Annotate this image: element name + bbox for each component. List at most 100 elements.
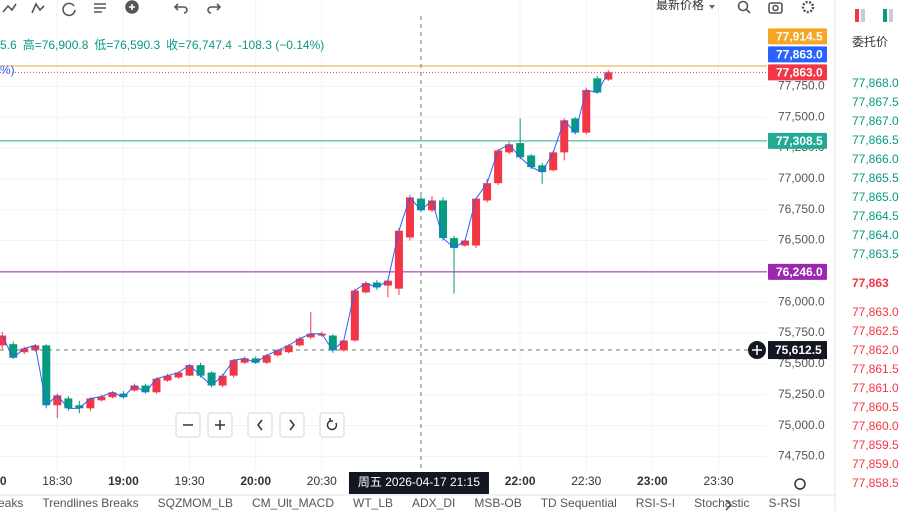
bid-price: 77,861.5	[852, 362, 899, 376]
candle-body	[560, 120, 569, 153]
y-tick-label: 77,000.0	[778, 171, 825, 185]
x-tick-label: 18:30	[42, 474, 72, 488]
candle-body	[218, 375, 227, 386]
icon-search[interactable]	[737, 0, 749, 12]
book-icon-red[interactable]	[855, 9, 859, 22]
candle-body	[439, 200, 448, 239]
bid-price: 77,863.0	[852, 305, 899, 319]
candle-body	[405, 197, 414, 238]
candle-body	[571, 118, 580, 133]
x-tick-label: 23:00	[637, 474, 668, 488]
candle-body	[494, 150, 503, 184]
indicator-tab[interactable]: SQZMOM_LB	[158, 496, 233, 510]
ask-price: 77,864.0	[852, 228, 899, 242]
candle-body	[317, 333, 326, 336]
candle-body	[75, 405, 84, 409]
candle-body	[97, 396, 106, 401]
y-tick-label: 76,500.0	[778, 233, 825, 247]
y-tick-label: 77,750.0	[778, 79, 825, 93]
scroll-left[interactable]	[247, 412, 273, 438]
ask-price: 77,867.5	[852, 95, 899, 109]
candle-body	[152, 378, 161, 393]
candle-body	[119, 393, 128, 398]
candle-body	[416, 198, 425, 211]
indicator-tab[interactable]: RSI-S-I	[636, 496, 675, 510]
book-icon-green[interactable]	[883, 9, 887, 22]
candle-body	[273, 350, 282, 356]
candle-body	[582, 90, 591, 133]
last-price: 77,863	[852, 276, 889, 290]
ohlc-header: 5.6 高=76,900.8 低=76,590.3 收=76,747.4 -108.3 …	[0, 37, 324, 52]
crosshair-add-plus	[752, 345, 762, 356]
axis-settings[interactable]	[794, 478, 806, 490]
icon-replay[interactable]	[62, 2, 76, 17]
price-tag	[768, 46, 827, 63]
ask-price: 77,865.5	[852, 171, 899, 185]
indicator-tab[interactable]: MSB-OB	[474, 496, 521, 510]
candle-body	[361, 283, 370, 293]
icon-undo[interactable]	[173, 3, 188, 14]
toolbar	[2, 0, 815, 17]
icon-camera-lens	[772, 4, 779, 12]
candle-body	[306, 333, 315, 338]
indicator-tab[interactable]: Stochastic	[694, 496, 749, 510]
bid-price: 77,860.0	[852, 419, 899, 433]
book-icon-gray[interactable]	[861, 9, 865, 22]
indicator-tab[interactable]: ADX_DI	[412, 496, 455, 510]
plot	[0, 0, 767, 470]
x-tick-label: 19:00	[108, 474, 139, 488]
indicator-tab[interactable]: WT_LB	[353, 496, 393, 510]
candle-body	[383, 280, 392, 286]
reset-chart[interactable]	[319, 412, 345, 438]
icon-search-handle	[745, 8, 751, 14]
candle-body	[483, 183, 492, 201]
ohlc-item: 高=76,900.8	[23, 37, 89, 52]
price-tag-label: 76,246.0	[776, 265, 823, 279]
candle-body	[350, 290, 359, 341]
indicator-tab[interactable]: eaks	[0, 496, 23, 510]
bid-price: 77,858.5	[852, 476, 899, 490]
candle-body	[262, 355, 271, 363]
icon-settings[interactable]	[801, 0, 815, 14]
price-tag-label: 77,863.0	[776, 66, 823, 80]
crosshair-time-label: 周五 2026-04-17 21:15	[358, 475, 480, 489]
dropdown-arrow[interactable]	[709, 5, 715, 9]
scroll-right[interactable]	[279, 412, 305, 438]
icon-compare[interactable]	[31, 2, 45, 14]
ask-price: 77,868.0	[852, 76, 899, 90]
icon-camera[interactable]	[768, 2, 783, 14]
tabs-more[interactable]	[725, 499, 733, 511]
price-tag	[768, 64, 827, 81]
icon-indicator[interactable]	[2, 3, 17, 13]
bid-price: 77,862.0	[852, 343, 899, 357]
ohlc-item: 5.6	[0, 38, 17, 52]
bid-price: 77,861.0	[852, 381, 899, 395]
indicator-tab[interactable]: TD Sequential	[541, 496, 617, 510]
book-icon-gray2[interactable]	[889, 9, 893, 22]
icon-template[interactable]	[94, 3, 106, 13]
ask-price: 77,867.0	[852, 114, 899, 128]
candle-body	[593, 78, 602, 93]
x-tick-label: 18:00	[0, 474, 7, 488]
y-tick-label: 77,500.0	[778, 109, 825, 123]
y-tick-label: 74,750.0	[778, 449, 825, 463]
candle-body	[86, 398, 95, 409]
candle-body	[538, 165, 547, 173]
crosshair-price-tag	[768, 341, 827, 360]
indicator-tab[interactable]: S-RSI	[768, 496, 800, 510]
price-mode[interactable]: 最新价格	[656, 0, 704, 12]
candle-body	[284, 345, 293, 353]
indicator-tab[interactable]: Trendlines Breaks	[42, 496, 138, 510]
candle-body	[505, 144, 514, 153]
x-tick-label: 22:00	[505, 474, 536, 488]
candle-body	[130, 385, 139, 391]
icon-redo[interactable]	[207, 3, 222, 14]
y-tick-label: 75,000.0	[778, 418, 825, 432]
candle-body	[604, 72, 613, 80]
indicator-tab[interactable]: CM_Ult_MACD	[252, 496, 334, 510]
ohlc-item: -108.3 (−0.14%)	[238, 38, 324, 52]
candle-body	[427, 200, 436, 211]
ask-price: 77,865.0	[852, 190, 899, 204]
ask-price: 77,864.5	[852, 209, 899, 223]
candle-body	[339, 340, 348, 351]
